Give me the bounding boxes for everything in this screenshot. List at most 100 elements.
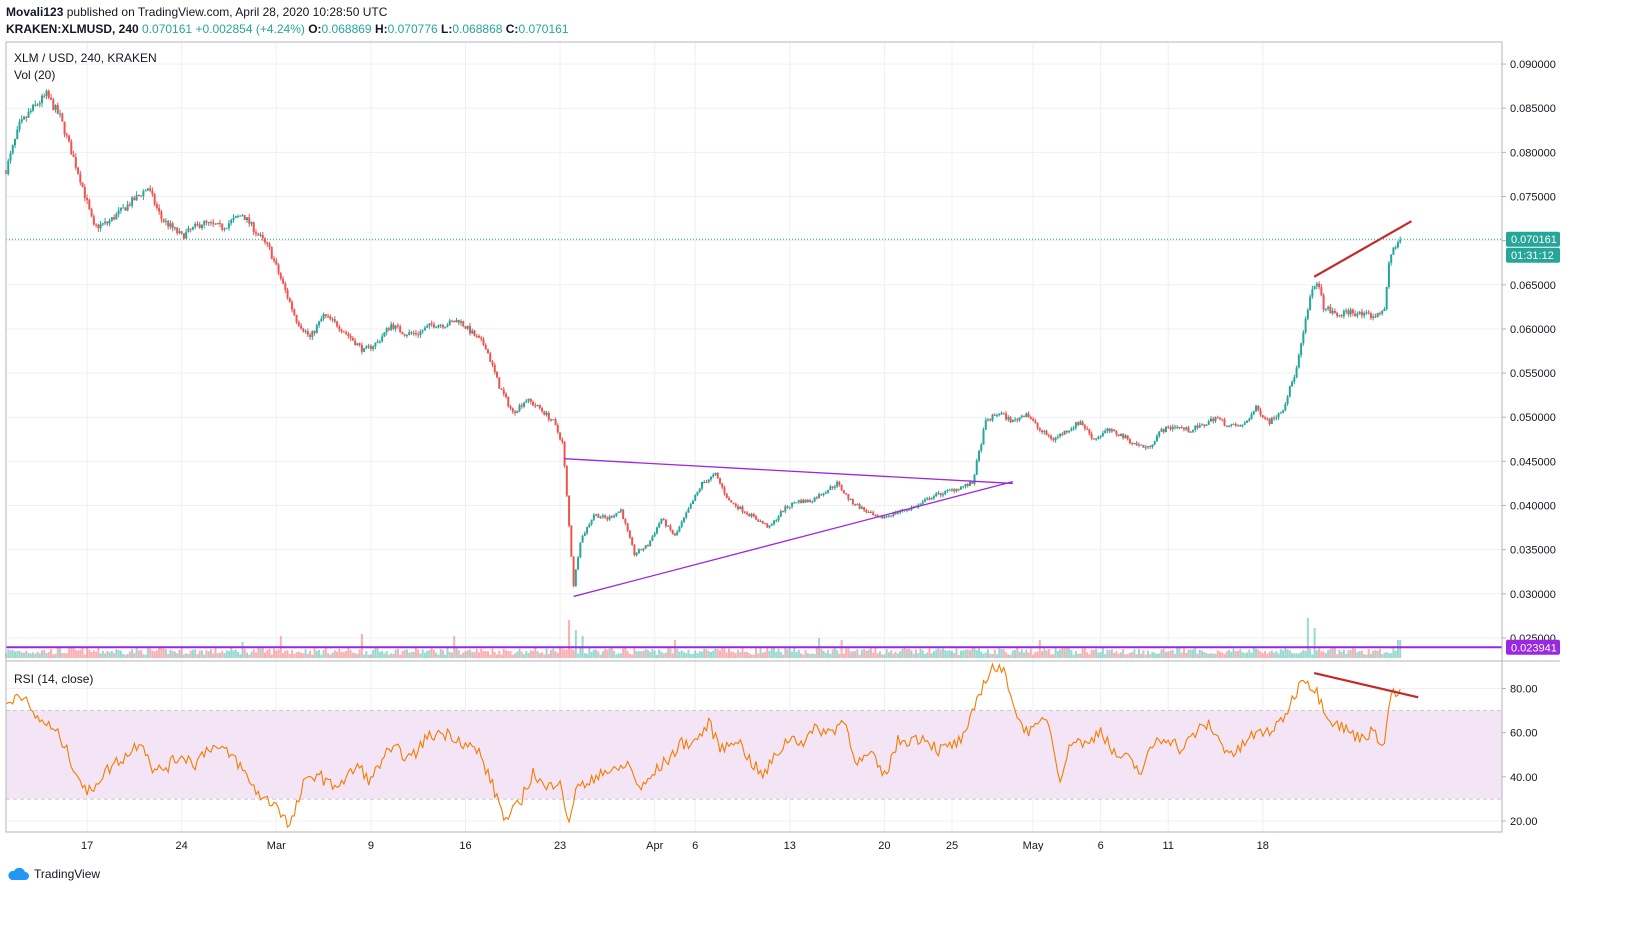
candle-body (279, 273, 282, 279)
candle-body (525, 400, 528, 403)
volume-bar (1072, 654, 1075, 658)
volume-bar (65, 653, 68, 658)
volume-bar (36, 651, 39, 658)
time-axis[interactable]: 17 24 Mar 9 16 23 Apr 6 13 20 25 May 6 11 18 (81, 840, 1269, 852)
volume-bar (1250, 652, 1253, 658)
price-axis[interactable]: 0.0900000.0850000.0800000.0750000.070000… (1502, 59, 1556, 645)
volume-bar (914, 649, 917, 658)
candle-body (164, 220, 167, 222)
volume-bar (556, 652, 559, 658)
candle-body (1018, 417, 1021, 421)
volume-bar (923, 654, 926, 658)
candle-body (122, 207, 125, 209)
candle-body (1110, 429, 1113, 432)
candle-body (714, 472, 717, 475)
volume-bar (489, 654, 492, 658)
volume-bar (291, 650, 294, 658)
volume-bar (347, 647, 350, 658)
candle-body (1005, 413, 1008, 420)
volume-bar (101, 650, 104, 658)
volume-bar (520, 651, 523, 658)
candle-body (270, 247, 273, 259)
volume-bar (1324, 653, 1327, 658)
candle-body (1356, 314, 1359, 316)
candle-body (1257, 405, 1260, 411)
volume-bar (626, 651, 629, 658)
volume-bar (755, 648, 758, 658)
volume-bar (477, 652, 480, 658)
volume-bar (786, 648, 789, 658)
candle-body (583, 533, 586, 537)
candle-body (315, 325, 318, 333)
candle-body (277, 264, 280, 274)
volume-bar (428, 649, 431, 658)
volume-bar (259, 648, 262, 658)
volume-bar (387, 654, 390, 658)
volume-bar (588, 647, 591, 658)
candle-body (1122, 433, 1125, 439)
candle-body (827, 490, 830, 493)
candle-body (563, 441, 566, 467)
candle-body (1306, 310, 1309, 319)
rsi-axis[interactable]: 80.00 60.00 40.00 20.00 (1502, 683, 1538, 828)
volume-bar (1225, 651, 1228, 658)
volume-bar (757, 653, 760, 658)
volume-bar (155, 650, 158, 658)
volume-bar (577, 653, 580, 658)
volume-bar (338, 648, 341, 658)
candle-body (703, 481, 706, 483)
candle-body (45, 90, 48, 96)
candle-body (514, 411, 517, 414)
volume-bar (806, 652, 809, 658)
candle-body (534, 405, 537, 407)
volume-bar (385, 650, 388, 658)
volume-bar (1189, 649, 1192, 658)
candle-body (351, 337, 354, 341)
volume-bar (1331, 647, 1334, 658)
volume-bar (1338, 649, 1341, 658)
author-name[interactable]: Movali123 (6, 5, 64, 19)
candle-body (241, 215, 244, 217)
candle-body (1255, 405, 1258, 412)
volume-bar (579, 647, 582, 658)
volume-bar (354, 653, 357, 658)
open-value: 0.068869 (321, 22, 372, 36)
volume-bar (1313, 628, 1316, 658)
candle-body (1036, 422, 1039, 428)
volume-bar (840, 640, 843, 658)
symbol-label[interactable]: KRAKEN:XLMUSD, 240 (6, 22, 139, 36)
candle-body (1365, 312, 1368, 314)
candle-body (1225, 425, 1228, 427)
candle-body (813, 497, 816, 502)
volume-bar (586, 653, 589, 658)
volume-bar (714, 648, 717, 658)
candle-body (1115, 431, 1118, 435)
volume-bar (1034, 651, 1037, 658)
candle-body (1090, 433, 1093, 439)
volume-bar (108, 652, 111, 658)
volume-bar (959, 650, 962, 658)
volume-bar (486, 651, 489, 658)
drawings[interactable] (6, 220, 1502, 699)
volume-bar (1137, 648, 1140, 658)
candle-body (432, 324, 435, 328)
candle-body (556, 425, 559, 433)
candle-body (155, 204, 158, 208)
candle-body (248, 217, 251, 224)
volume-bar (41, 650, 44, 658)
volume-bar (277, 649, 280, 658)
volume-bar (1345, 654, 1348, 658)
volume-bar (1219, 651, 1222, 658)
candle-body (1354, 313, 1357, 316)
candle-body (975, 460, 978, 475)
tradingview-logo[interactable]: TradingView (8, 867, 100, 881)
rsi-tick-label: 40.00 (1510, 772, 1538, 784)
candle-body (1358, 311, 1361, 315)
volume-bar (734, 653, 737, 658)
volume-bar (360, 634, 363, 658)
candle-body (255, 232, 258, 234)
volume-bar (874, 647, 877, 658)
volume-bar (869, 647, 872, 658)
candle-body (734, 503, 737, 507)
